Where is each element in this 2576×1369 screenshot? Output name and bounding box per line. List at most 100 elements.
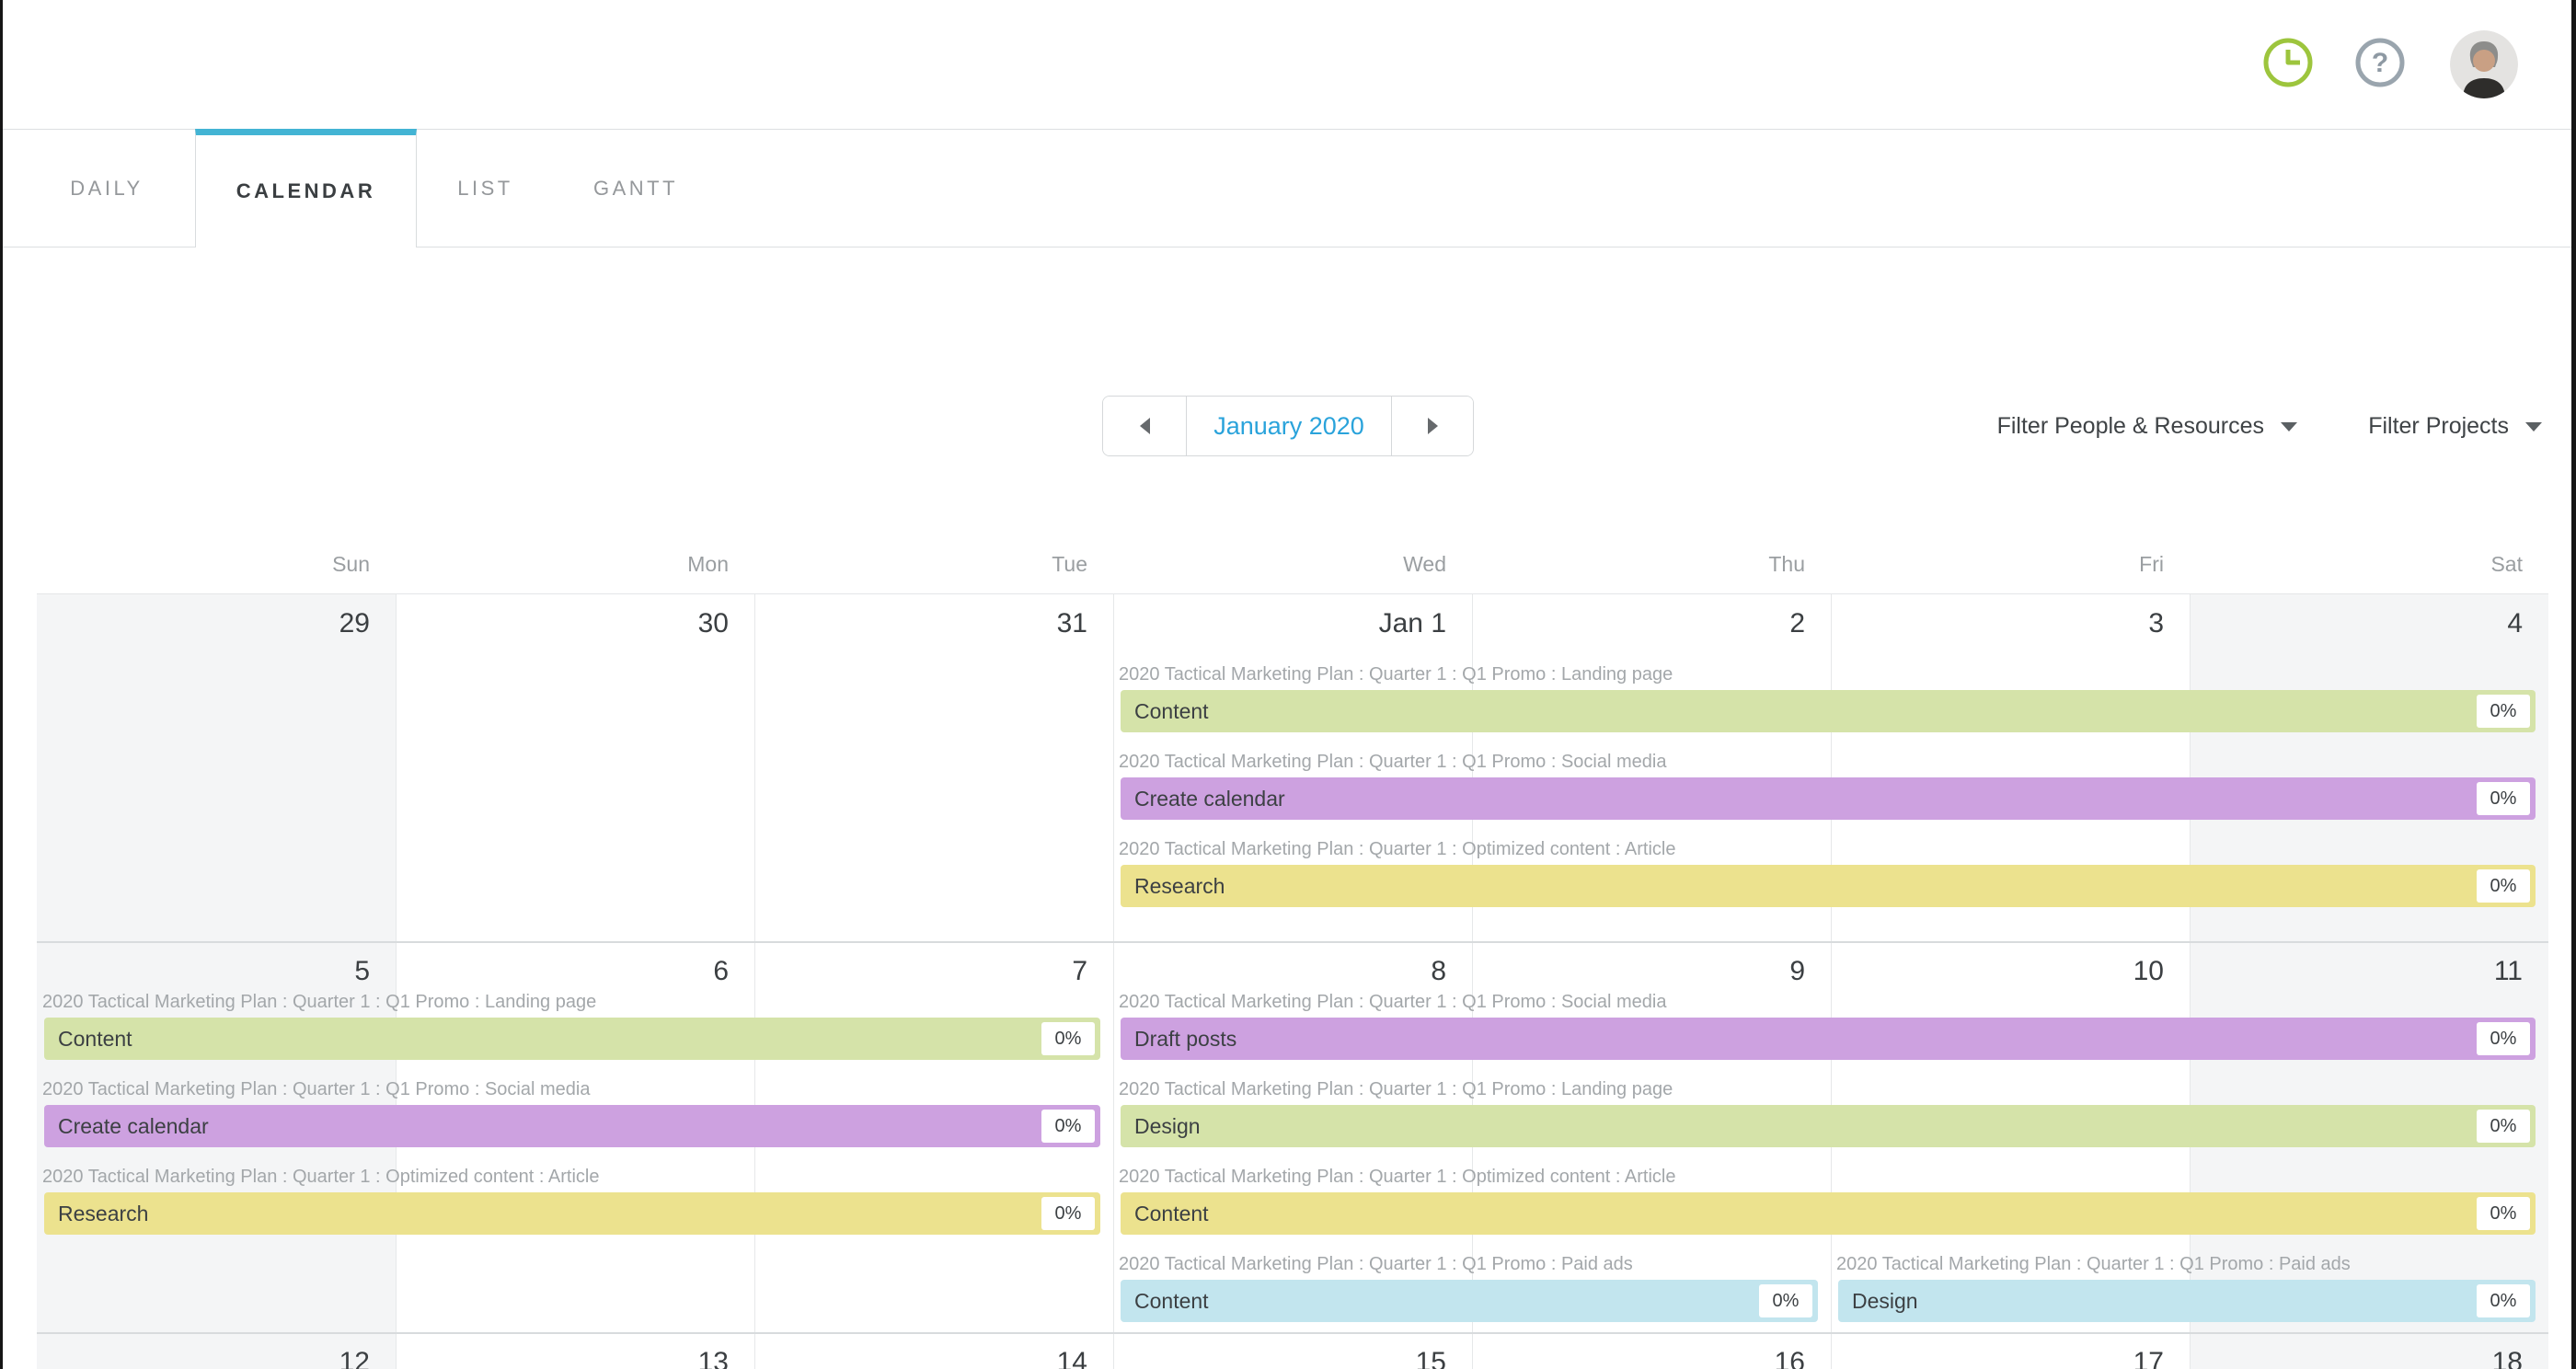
event-bar-content[interactable]: Content 0% [1121,1192,2536,1235]
grid-vertical-line [396,593,397,1369]
event-progress-badge: 0% [2477,782,2530,815]
date-cell-label: 18 [2491,1347,2523,1369]
event-bar-label: Create calendar [58,1114,209,1138]
event-bar-design[interactable]: Design 0% [1838,1280,2536,1322]
day-header-tue: Tue [1052,552,1087,576]
date-cell-label: 16 [1774,1347,1805,1369]
view-tabs: DAILY LIST GANTT [0,130,2576,247]
day-header-sat: Sat [2490,552,2523,576]
grid-vertical-line [1113,593,1114,1369]
date-cell-label: 8 [1431,956,1446,986]
filter-projects-label: Filter Projects [2368,413,2509,439]
calendar-grid: 29 30 31 Jan 1 2 3 4 2020 Tactical Marketing Pl… [0,593,2576,1369]
event-caption: 2020 Tactical Marketing Plan : Quarter 1… [1119,752,1667,772]
grid-vertical-line [1472,593,1473,1369]
event-progress-badge: 0% [2477,1022,2530,1055]
event-bar-label: Research [1134,874,1225,898]
event-progress-badge: 0% [2477,1284,2530,1317]
event-caption: 2020 Tactical Marketing Plan : Quarter 1… [42,1167,600,1187]
event-progress-badge: 0% [2477,869,2530,903]
chevron-down-icon [2281,422,2297,432]
grid-vertical-line [754,593,755,1369]
event-progress-badge: 0% [2477,1197,2530,1230]
filter-people-resources-dropdown[interactable]: Filter People & Resources [1997,410,2297,442]
tab-daily[interactable]: DAILY [70,176,144,200]
event-caption: 2020 Tactical Marketing Plan : Quarter 1… [1119,839,1676,859]
clock-icon[interactable] [2262,37,2314,88]
date-cell-label: 30 [697,608,729,638]
avatar[interactable] [2450,30,2518,98]
grid-vertical-line [2190,593,2191,1369]
svg-text:?: ? [2372,48,2388,78]
event-bar-research[interactable]: Research 0% [1121,865,2536,907]
event-bar-label: Content [1134,1289,1209,1313]
grid-vertical-line [1831,593,1832,1369]
event-progress-badge: 0% [1759,1284,1812,1317]
chevron-left-icon [1139,418,1150,434]
event-bar-label: Content [58,1027,132,1051]
tab-calendar[interactable]: CALENDAR [195,129,417,247]
event-bar-content[interactable]: Content 0% [1121,690,2536,732]
previous-month-button[interactable] [1103,397,1187,455]
date-cell-label: Jan 1 [1378,608,1446,638]
tab-gantt[interactable]: GANTT [592,176,679,200]
day-header-mon: Mon [687,552,729,576]
date-cell-label: 13 [697,1347,729,1369]
event-caption: 2020 Tactical Marketing Plan : Quarter 1… [1119,1254,1633,1274]
event-bar-label: Design [1134,1114,1201,1138]
window-edge-left [0,0,3,1369]
chevron-down-icon [2525,422,2542,432]
event-caption: 2020 Tactical Marketing Plan : Quarter 1… [42,1079,591,1099]
date-cell-label: 14 [1056,1347,1087,1369]
event-bar-research[interactable]: Research 0% [44,1192,1100,1235]
filter-projects-dropdown[interactable]: Filter Projects [2368,410,2542,442]
month-navigation: January 2020 [1102,396,1474,456]
date-cell-label: 5 [354,956,370,986]
day-header-sun: Sun [332,552,370,576]
date-cell-label: 4 [2507,608,2523,638]
event-progress-badge: 0% [1041,1197,1095,1230]
date-cell-label: 2 [1789,608,1805,638]
weekend-column-sun [37,593,396,1369]
event-bar-content[interactable]: Content 0% [44,1018,1100,1060]
event-bar-design[interactable]: Design 0% [1121,1105,2536,1147]
help-icon[interactable]: ? [2354,37,2406,88]
week-boundary-line [37,1332,2548,1334]
event-caption: 2020 Tactical Marketing Plan : Quarter 1… [42,992,597,1012]
event-bar-label: Content [1134,1202,1209,1225]
event-caption: 2020 Tactical Marketing Plan : Quarter 1… [1836,1254,2351,1274]
event-progress-badge: 0% [1041,1110,1095,1143]
event-caption: 2020 Tactical Marketing Plan : Quarter 1… [1119,1079,1673,1099]
event-bar-content[interactable]: Content 0% [1121,1280,1818,1322]
chevron-right-icon [1427,418,1438,434]
tab-list[interactable]: LIST [457,176,513,200]
event-bar-create-calendar[interactable]: Create calendar 0% [44,1105,1100,1147]
event-caption: 2020 Tactical Marketing Plan : Quarter 1… [1119,1167,1676,1187]
grid-top-border [37,593,2548,594]
event-bar-label: Design [1852,1289,1918,1313]
next-month-button[interactable] [1391,397,1473,455]
date-cell-label: 9 [1789,956,1805,986]
window-edge-right [2571,0,2576,1369]
day-header-fri: Fri [2139,552,2164,576]
date-cell-label: 6 [713,956,729,986]
date-cell-label: 17 [2133,1347,2164,1369]
event-bar-label: Create calendar [1134,787,1285,811]
event-progress-badge: 0% [2477,695,2530,728]
event-bar-label: Content [1134,699,1209,723]
event-progress-badge: 0% [2477,1110,2530,1143]
event-bar-label: Draft posts [1134,1027,1237,1051]
event-progress-badge: 0% [1041,1022,1095,1055]
date-cell-label: 15 [1415,1347,1446,1369]
date-cell-label: 29 [339,608,370,638]
event-caption: 2020 Tactical Marketing Plan : Quarter 1… [1119,664,1673,684]
event-bar-create-calendar[interactable]: Create calendar 0% [1121,777,2536,820]
top-header-bar: ? [0,0,2576,130]
event-caption: 2020 Tactical Marketing Plan : Quarter 1… [1119,992,1667,1012]
date-cell-label: 11 [2493,956,2523,986]
month-label[interactable]: January 2020 [1187,397,1391,455]
week-boundary-line [37,941,2548,943]
date-cell-label: 10 [2133,956,2164,986]
filter-people-resources-label: Filter People & Resources [1996,413,2264,439]
event-bar-draft-posts[interactable]: Draft posts 0% [1121,1018,2536,1060]
